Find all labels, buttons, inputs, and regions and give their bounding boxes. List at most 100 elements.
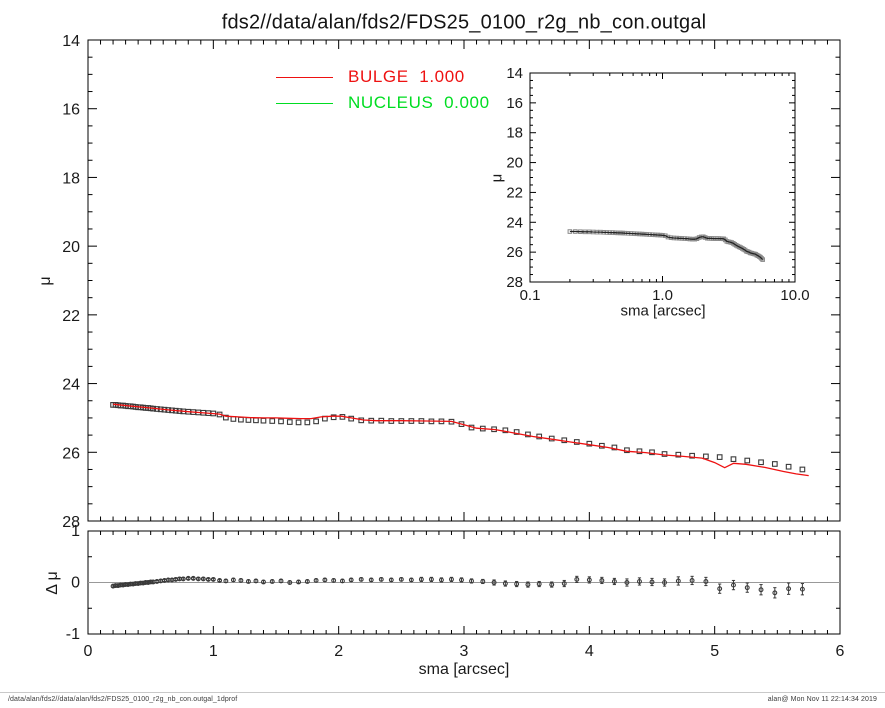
- main-y-tick-label: 26: [62, 445, 80, 462]
- residual-point: [675, 576, 681, 586]
- data-point: [278, 418, 284, 425]
- inset-y-tick-label: 18: [506, 125, 523, 142]
- data-point: [223, 414, 229, 421]
- data-point: [785, 463, 792, 470]
- tick-marks: [87, 39, 841, 522]
- residual-point: [378, 576, 384, 582]
- residual-point: [480, 578, 486, 585]
- data-point: [717, 586, 723, 592]
- mu-axis-label: μ: [37, 276, 54, 286]
- data-point: [661, 451, 668, 457]
- data-point: [125, 582, 131, 588]
- observed-series: [110, 402, 806, 473]
- data-point: [689, 577, 695, 583]
- data-point: [269, 418, 276, 424]
- data-point: [502, 427, 509, 434]
- residual-point: [561, 579, 567, 588]
- residual-point: [599, 576, 605, 585]
- residual-point: [217, 577, 223, 583]
- residual-point: [173, 576, 179, 582]
- residual-point: [165, 577, 171, 583]
- data-point: [459, 577, 464, 583]
- inset-sma-axis-label: sma [arcsec]: [620, 302, 706, 320]
- residual-point: [525, 581, 531, 588]
- data-point: [130, 581, 136, 587]
- data-point: [210, 576, 216, 582]
- data-point: [304, 579, 310, 584]
- inset-x-tick-label: 0.1: [520, 287, 541, 304]
- data-point: [180, 576, 186, 582]
- residual-point: [200, 576, 206, 582]
- data-point: [799, 586, 805, 592]
- residual-point: [459, 577, 464, 583]
- residual-y-tick-label: -1: [66, 626, 80, 643]
- data-point: [269, 579, 275, 584]
- residual-point: [772, 587, 778, 599]
- residual-point: [449, 576, 454, 582]
- main-y-tick-label: 28: [62, 514, 80, 531]
- data-point: [296, 579, 302, 585]
- residual-point: [190, 575, 196, 581]
- shared-x-tick-label: 0: [84, 643, 93, 660]
- data-point: [205, 576, 211, 582]
- data-point: [514, 581, 520, 587]
- page-title: fds2//data/alan/fds2/FDS25_0100_r2g_nb_c…: [221, 11, 707, 34]
- data-point: [525, 431, 531, 438]
- tick-marks: [87, 530, 841, 635]
- residual-point: [150, 579, 156, 585]
- data-point: [744, 457, 751, 464]
- data-point: [190, 575, 196, 581]
- inset-mu-axis-label: μ: [488, 173, 506, 183]
- shared-x-tick-label: 4: [585, 643, 594, 660]
- residual-point: [514, 580, 520, 588]
- data-point: [261, 579, 266, 585]
- residual-point: [180, 576, 186, 582]
- sma-axis-label: sma [arcsec]: [418, 661, 510, 678]
- data-point: [799, 466, 806, 473]
- data-point: [469, 578, 474, 584]
- data-point: [502, 581, 508, 586]
- data-point: [624, 580, 630, 585]
- data-point: [758, 459, 764, 466]
- data-point: [703, 453, 709, 460]
- residual-point: [245, 579, 251, 584]
- residual-point: [210, 576, 216, 582]
- residual-point: [296, 579, 302, 585]
- data-point: [330, 414, 337, 421]
- data-point: [438, 577, 444, 583]
- data-point: [675, 451, 682, 458]
- data-point: [549, 582, 555, 588]
- inset-observed-series: [567, 229, 765, 262]
- data-point: [637, 579, 642, 584]
- data-point: [245, 579, 251, 584]
- data-point: [110, 583, 116, 589]
- data-point: [611, 579, 617, 584]
- data-point: [731, 582, 736, 588]
- data-point: [200, 576, 206, 582]
- residual-point: [662, 578, 667, 587]
- data-point: [449, 576, 454, 582]
- data-point: [786, 586, 792, 592]
- main-y-tick-label: 16: [62, 102, 80, 119]
- data-point: [287, 580, 293, 585]
- data-point: [536, 581, 542, 587]
- residual-point: [586, 576, 592, 584]
- footer-path: /data/alan/fds2//data/alan/fds2/FDS25_01…: [8, 696, 238, 703]
- shared-x-tick-label: 2: [334, 643, 343, 660]
- data-point: [771, 461, 778, 467]
- residual-y-tick-label: 0: [71, 575, 80, 592]
- data-point: [525, 582, 531, 588]
- residual-point: [758, 584, 764, 596]
- shared-x-tick-label: 3: [460, 643, 469, 660]
- data-point: [574, 576, 580, 582]
- residual-point: [637, 577, 642, 586]
- data-point: [675, 578, 681, 584]
- residual-point: [195, 576, 201, 582]
- main-y-tick-label: 22: [62, 308, 80, 325]
- nucleus-legend-label: NUCLEUS 0.000: [348, 93, 490, 112]
- residual-point: [536, 580, 542, 588]
- residual-point: [502, 580, 508, 587]
- data-point: [123, 582, 129, 588]
